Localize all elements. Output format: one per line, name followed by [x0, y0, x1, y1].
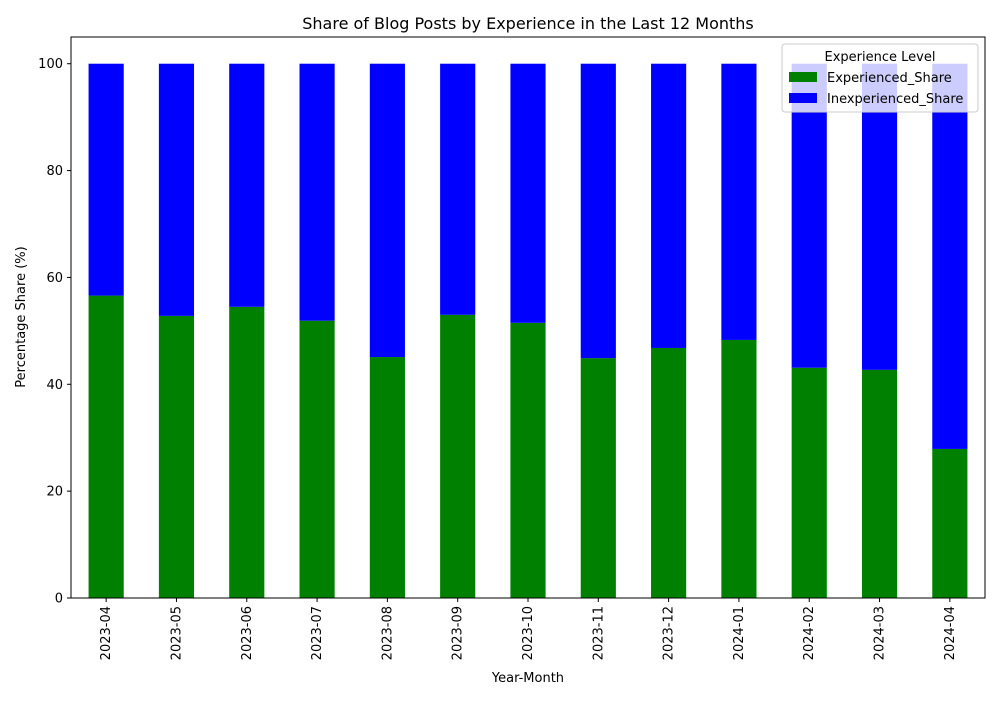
bar-experienced-2023-10: [510, 322, 546, 598]
bar-experienced-2023-06: [229, 306, 265, 598]
x-tick-label: 2024-02: [802, 606, 817, 660]
bar-inexperienced-2023-09: [440, 63, 476, 315]
legend-title: Experience Level: [825, 50, 936, 65]
bar-inexperienced-2023-08: [369, 63, 405, 358]
x-tick-label: 2023-04: [99, 606, 114, 660]
legend-label-experienced: Experienced_Share: [827, 71, 952, 86]
bar-inexperienced-2023-11: [580, 63, 616, 359]
bar-inexperienced-2023-12: [651, 63, 687, 348]
x-tick-label: 2023-09: [451, 606, 466, 660]
chart-title: Share of Blog Posts by Experience in the…: [302, 14, 754, 33]
bar-inexperienced-2023-06: [229, 63, 265, 307]
x-axis-label: Year-Month: [491, 671, 564, 686]
bar-experienced-2024-03: [861, 369, 898, 598]
bar-inexperienced-2024-01: [721, 63, 757, 340]
x-tick-label: 2023-05: [169, 606, 184, 660]
plot-frame: [70, 36, 986, 599]
legend-swatch-experienced: [789, 72, 817, 82]
y-tick-label: 100: [38, 57, 63, 72]
bar-inexperienced-2024-02: [791, 63, 827, 368]
x-tick-label: 2024-03: [873, 606, 888, 660]
y-tick-label: 20: [46, 485, 63, 500]
y-tick-label: 0: [55, 592, 63, 607]
bar-experienced-2023-07: [299, 320, 335, 598]
bar-experienced-2023-08: [369, 357, 405, 598]
legend-label-inexperienced: Inexperienced_Share: [827, 92, 963, 107]
bar-experienced-2023-09: [440, 314, 476, 598]
bar-experienced-2024-02: [791, 367, 827, 598]
x-tick-label: 2023-11: [591, 606, 606, 660]
bar-inexperienced-2023-07: [299, 63, 335, 321]
bar-experienced-2023-04: [88, 295, 124, 598]
x-tick-label: 2023-06: [240, 606, 255, 660]
bar-inexperienced-2023-04: [88, 63, 124, 296]
bar-experienced-2023-11: [580, 358, 616, 598]
x-tick-label: 2024-01: [732, 606, 747, 660]
y-tick-label: 80: [46, 164, 63, 179]
y-tick-label: 60: [46, 271, 63, 286]
legend: Experience Level Experienced_Share Inexp…: [781, 43, 979, 113]
y-tick-label: 40: [46, 378, 63, 393]
bar-inexperienced-2023-05: [158, 63, 195, 316]
bar-inexperienced-2024-04: [932, 63, 968, 449]
y-axis-label: Percentage Share (%): [14, 246, 29, 387]
x-tick-label: 2024-04: [943, 606, 958, 660]
bar-inexperienced-2024-03: [861, 63, 898, 370]
x-tick-label: 2023-08: [380, 606, 395, 660]
legend-box: [781, 43, 979, 113]
x-tick-label: 2023-10: [521, 606, 536, 660]
legend-swatch-inexperienced: [789, 93, 817, 103]
bar-experienced-2023-12: [651, 347, 687, 598]
bar-experienced-2023-05: [158, 315, 195, 598]
x-tick-label: 2023-12: [662, 606, 677, 660]
bar-experienced-2024-01: [721, 339, 757, 598]
x-tick-label: 2023-07: [310, 606, 325, 660]
bar-inexperienced-2023-10: [510, 63, 546, 323]
bar-experienced-2024-04: [932, 448, 968, 598]
